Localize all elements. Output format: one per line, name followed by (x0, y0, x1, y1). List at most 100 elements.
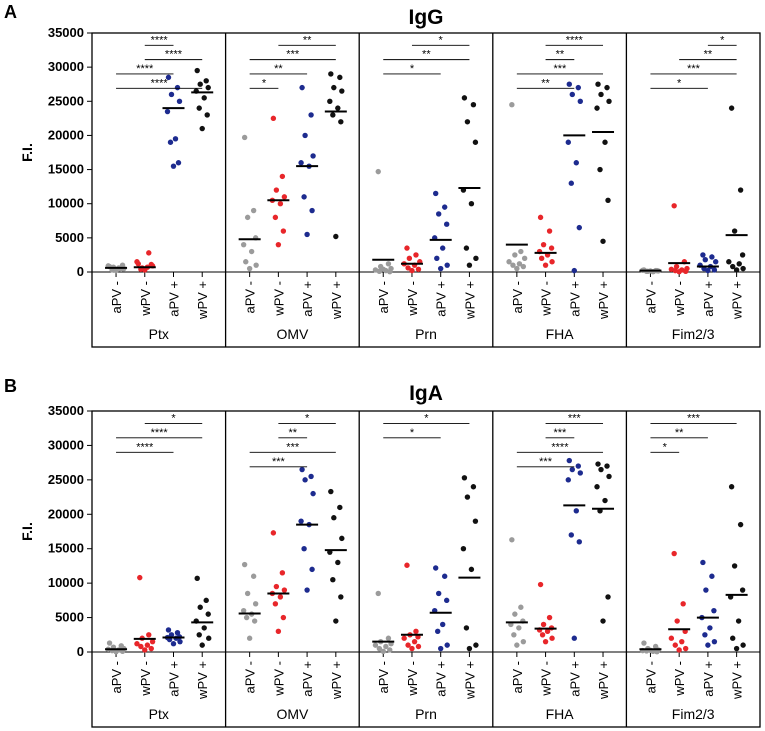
significance-label: *** (554, 427, 568, 439)
significance-label: * (305, 412, 310, 424)
group-label: aPV - (243, 281, 258, 314)
group-label: wPV + (730, 281, 745, 320)
significance-label: *** (687, 63, 701, 75)
data-point (250, 573, 257, 579)
antigen-label: Prn (415, 326, 437, 342)
data-point (250, 207, 257, 214)
significance-label: * (439, 34, 444, 46)
data-point (544, 628, 551, 635)
data-point (569, 91, 575, 98)
data-point (144, 642, 151, 648)
data-point (705, 642, 711, 648)
data-point (437, 265, 444, 272)
data-point (380, 648, 386, 655)
y-tick-label: 25000 (48, 472, 84, 487)
data-point (711, 267, 718, 273)
data-point (380, 266, 386, 272)
data-point (310, 490, 316, 497)
data-point (203, 78, 209, 84)
data-point (304, 231, 310, 238)
data-point (641, 640, 647, 646)
data-point (546, 614, 553, 621)
group-label: aPV - (643, 661, 658, 694)
data-point (443, 597, 450, 604)
data-point (568, 180, 574, 186)
data-point (676, 647, 682, 653)
data-point (676, 268, 682, 275)
group-label: wPV + (329, 661, 344, 700)
data-point (196, 105, 202, 111)
data-point (671, 550, 677, 557)
data-point (668, 635, 675, 641)
data-point (251, 618, 258, 624)
data-point (328, 488, 334, 495)
group-label: wPV - (271, 281, 286, 317)
significance-label: * (171, 412, 176, 424)
group-label: wPV - (539, 281, 554, 317)
data-point (473, 255, 479, 262)
significance-label: * (677, 77, 682, 89)
data-point (172, 136, 179, 142)
group-label: wPV - (539, 661, 554, 697)
chart-iga: B IgA F.I. 0 5000 10000 15000 20000 25000 30000 35… (4, 376, 761, 728)
significance-label: **** (151, 77, 169, 89)
data-point (548, 245, 555, 251)
data-point (277, 594, 284, 600)
data-point (333, 618, 339, 624)
panel-frame (91, 410, 761, 728)
data-point (244, 590, 251, 597)
significance-label: * (410, 427, 415, 439)
group-label: wPV + (730, 661, 745, 700)
data-point (279, 173, 286, 180)
significance-label: ** (303, 34, 312, 46)
data-point (385, 635, 392, 641)
data-point (546, 228, 553, 234)
data-point (435, 211, 442, 217)
data-point (461, 475, 468, 481)
data-point (199, 642, 205, 648)
significance-label: *** (687, 412, 701, 424)
data-point (542, 262, 549, 268)
data-point (736, 261, 742, 267)
group-label: aPV - (109, 281, 124, 314)
data-point (702, 632, 708, 638)
data-point (439, 245, 446, 251)
group-label: aPV - (376, 661, 391, 694)
antigen-label: Fim2/3 (672, 326, 715, 342)
data-point (737, 521, 744, 528)
data-point (466, 645, 473, 652)
significance-label: ** (288, 427, 297, 439)
group-label: aPV + (166, 281, 181, 317)
group-label: aPV + (300, 281, 315, 317)
data-point (510, 262, 516, 268)
group-label: wPV - (271, 661, 286, 697)
significance-label: **** (136, 441, 154, 453)
data-point (165, 74, 172, 81)
data-point (401, 635, 407, 641)
data-point (413, 628, 419, 635)
y-tick-label: 25000 (48, 93, 84, 108)
data-point (337, 504, 343, 511)
data-point (512, 252, 518, 258)
data-point (177, 638, 183, 645)
data-point (709, 573, 715, 579)
data-point (540, 241, 547, 248)
data-point (602, 139, 608, 145)
data-point (310, 153, 316, 159)
group-label: aPV - (109, 661, 124, 694)
data-point (240, 241, 247, 248)
y-axis-label: F.I. (19, 143, 35, 162)
data-point (520, 638, 527, 645)
data-point (711, 607, 717, 614)
data-point (712, 259, 719, 265)
data-point (703, 587, 709, 593)
group-label: wPV - (672, 281, 687, 317)
data-point (302, 132, 308, 139)
data-point (196, 632, 202, 638)
y-tick-label: 10000 (48, 575, 84, 590)
data-point (248, 248, 255, 255)
data-point (735, 618, 742, 624)
data-point (571, 267, 577, 274)
group-label: wPV + (195, 281, 210, 320)
data-point (119, 262, 126, 268)
